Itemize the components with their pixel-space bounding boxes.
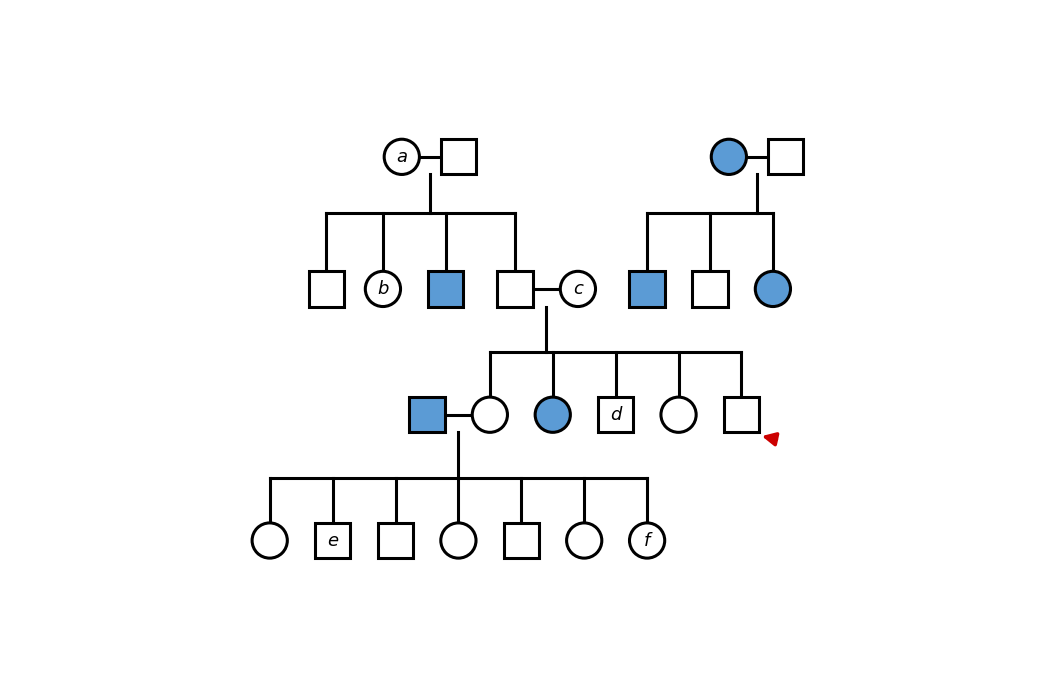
Bar xyxy=(441,139,476,174)
Circle shape xyxy=(561,271,596,306)
Circle shape xyxy=(385,139,419,174)
Text: f: f xyxy=(644,532,650,550)
Bar xyxy=(409,397,445,433)
Circle shape xyxy=(252,523,288,558)
Bar xyxy=(504,523,539,558)
Bar xyxy=(309,271,344,306)
Bar xyxy=(497,271,532,306)
Circle shape xyxy=(756,271,790,306)
Text: a: a xyxy=(396,148,407,166)
Circle shape xyxy=(711,139,746,174)
Circle shape xyxy=(441,523,476,558)
Circle shape xyxy=(472,397,507,433)
Text: e: e xyxy=(327,532,338,550)
Circle shape xyxy=(629,523,665,558)
Bar xyxy=(629,271,665,306)
Circle shape xyxy=(535,397,570,433)
Bar xyxy=(428,271,464,306)
Text: b: b xyxy=(377,280,389,298)
Bar xyxy=(724,397,759,433)
Circle shape xyxy=(567,523,602,558)
Bar xyxy=(378,523,413,558)
Bar xyxy=(692,271,727,306)
Text: c: c xyxy=(573,280,583,298)
Text: d: d xyxy=(610,405,622,424)
Bar xyxy=(315,523,350,558)
Circle shape xyxy=(366,271,401,306)
Circle shape xyxy=(661,397,696,433)
Bar xyxy=(598,397,633,433)
Bar xyxy=(768,139,803,174)
